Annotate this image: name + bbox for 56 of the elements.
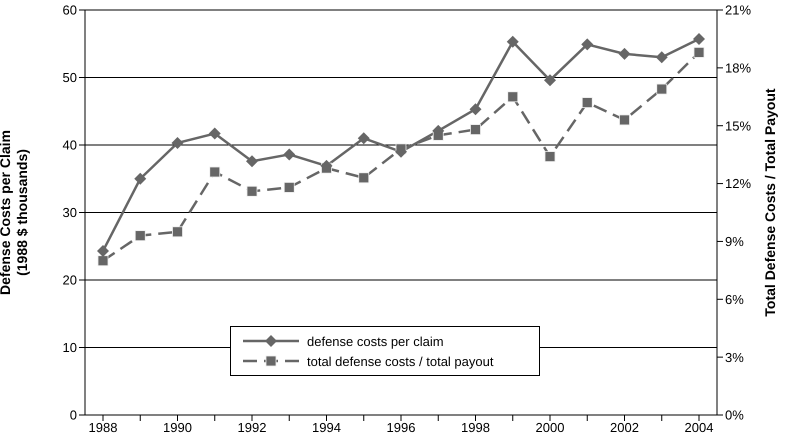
point (656, 51, 668, 64)
x-tick-label: 1996 (386, 420, 416, 436)
y2-tick-label: 3% (725, 350, 744, 365)
x-tick-label: 1994 (312, 420, 341, 436)
y2-tick-label: 9% (725, 234, 744, 250)
y2-tick-label: 15% (725, 118, 752, 134)
y2-tick-label: 18% (725, 60, 752, 76)
y-tick-label: 10 (62, 340, 77, 356)
point (246, 155, 258, 168)
x-tick-label: 1990 (163, 420, 192, 436)
point (470, 103, 482, 116)
point (208, 128, 221, 140)
y-tick-label: 40 (62, 138, 77, 153)
point (98, 255, 108, 266)
point (656, 84, 668, 94)
point (209, 166, 220, 178)
point (172, 226, 183, 238)
point (358, 132, 370, 144)
y2-tick-label: 0% (725, 408, 744, 423)
x-tick-label: 2000 (536, 420, 564, 436)
legend-label: defense costs per claim (307, 334, 444, 348)
point (246, 186, 258, 197)
legend-label: total defense costs / total payout (307, 354, 494, 368)
y2-tick-label: 12% (725, 176, 752, 192)
point (544, 151, 556, 162)
point (284, 182, 295, 193)
point (134, 230, 146, 242)
point (544, 74, 556, 86)
y-tick-label: 20 (62, 272, 77, 288)
point (507, 91, 518, 102)
y-tick-label: 30 (62, 205, 77, 220)
point (506, 36, 519, 48)
point (582, 97, 593, 108)
y-tick-label: 0 (70, 408, 77, 423)
point (618, 48, 630, 60)
y2-tick-label: 6% (725, 292, 744, 307)
y2-axis-title: Total Defense Costs / Total Payout (762, 88, 778, 317)
point (97, 244, 109, 257)
point (470, 124, 481, 135)
x-tick-label: 1992 (238, 420, 266, 436)
x-tick-label: 1988 (88, 420, 118, 436)
y-axis-title: Defense Costs per Claim (1988 $ thousands) (0, 130, 30, 295)
x-tick-label: 2004 (684, 420, 714, 436)
point (358, 172, 370, 184)
y-tick-label: 60 (62, 2, 77, 18)
point (134, 172, 146, 185)
point (619, 114, 630, 126)
y-tick-label: 50 (62, 70, 77, 86)
point (581, 38, 594, 50)
y2-tick-label: 21% (725, 2, 752, 18)
point (694, 47, 704, 58)
point (172, 136, 184, 149)
x-tick-label: 2002 (610, 420, 639, 436)
point (283, 148, 296, 160)
point (693, 33, 705, 46)
x-tick-label: 1998 (461, 420, 490, 436)
